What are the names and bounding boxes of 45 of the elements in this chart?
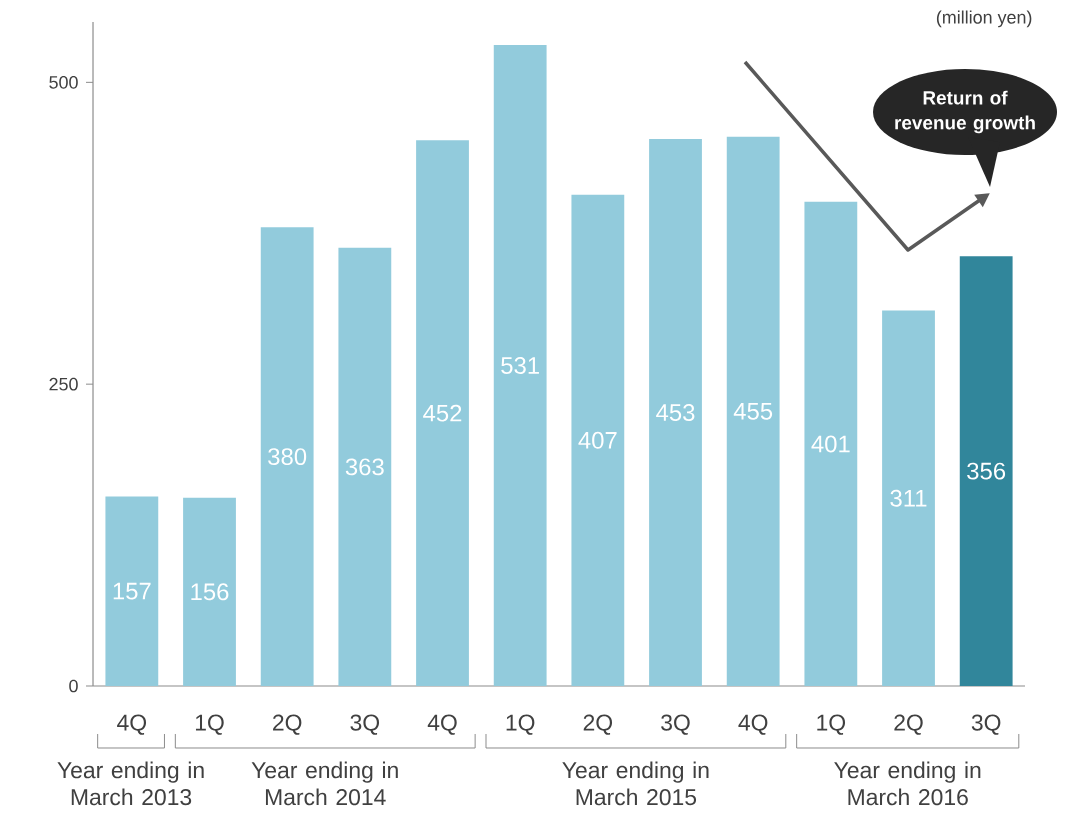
bar <box>959 256 1013 686</box>
data-label: 363 <box>345 458 384 476</box>
text: Year ending in March 2016 <box>834 761 981 806</box>
data-label: 311 <box>890 489 927 507</box>
x-tick-label: 1Q <box>506 714 535 735</box>
x-tick-label: 3Q <box>971 714 1001 735</box>
x-tick-label: 4Q <box>117 714 147 735</box>
bar <box>416 140 469 686</box>
data-label: 157 <box>113 582 151 600</box>
x-tick-label: 1Q <box>195 714 224 735</box>
data-label: 156 <box>191 583 229 601</box>
x-tick-label: 2Q <box>583 714 613 735</box>
data-label: 380 <box>268 448 307 466</box>
text: Year ending in March 2014 <box>251 761 398 806</box>
x-tick-label: 3Q <box>350 714 380 735</box>
annotation: Return of revenue growth <box>895 90 1035 134</box>
y-tick-label: 0 <box>69 679 78 693</box>
data-label: 407 <box>578 431 617 449</box>
bar <box>183 497 236 686</box>
y-tick-label: 250 <box>49 377 78 391</box>
x-tick-label: 3Q <box>661 714 690 735</box>
data-label: 531 <box>501 357 539 374</box>
y-axis-title: (million yen) <box>936 10 1032 28</box>
x-tick-label: 4Q <box>738 714 768 735</box>
bar <box>338 247 392 686</box>
bar <box>105 496 159 686</box>
bar <box>571 194 625 686</box>
bar <box>726 136 780 686</box>
bar <box>493 44 547 686</box>
x-tick-label: 2Q <box>273 714 302 735</box>
text: Year ending in March 2015 <box>562 761 709 806</box>
data-label: 453 <box>656 404 695 421</box>
bar <box>649 139 702 686</box>
data-label: 452 <box>423 404 462 422</box>
data-label: 401 <box>811 435 850 453</box>
x-tick-label: 1Q <box>817 714 846 735</box>
bar <box>804 201 858 686</box>
bar <box>882 310 935 686</box>
x-tick-label: 4Q <box>427 714 457 735</box>
data-label: 455 <box>733 402 773 420</box>
text: Year ending in March 2013 <box>57 761 204 806</box>
x-tick-label: 2Q <box>894 714 923 735</box>
y-tick-label: 500 <box>49 75 78 89</box>
bar <box>260 227 314 686</box>
data-label: 356 <box>967 462 1006 480</box>
